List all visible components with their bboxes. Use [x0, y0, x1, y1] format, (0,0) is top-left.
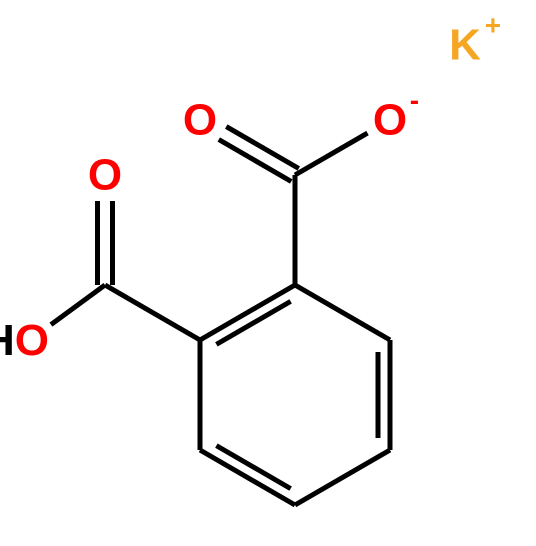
- atom-o8a: O: [183, 96, 217, 145]
- charge-k: +: [485, 10, 501, 41]
- atom-o7a: O: [88, 151, 122, 200]
- atom-o8b: O: [373, 96, 407, 145]
- molecule-diagram: OHOOO-K+: [0, 0, 536, 546]
- atom-o7b: HO: [0, 316, 49, 365]
- charge-o8b: -: [410, 85, 419, 116]
- atom-k: K: [449, 21, 481, 70]
